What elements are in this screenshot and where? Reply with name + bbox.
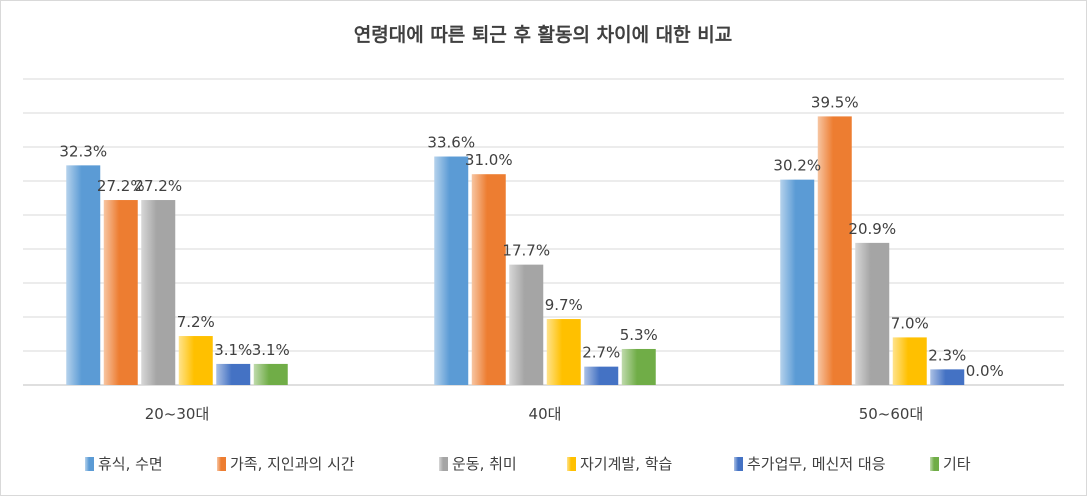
legend-swatch: [439, 457, 448, 471]
legend-label: 추가업무, 메신저 대응: [747, 455, 886, 473]
category-axis: 20~30대 40대 50~60대: [145, 405, 924, 423]
bar: [253, 363, 288, 385]
data-label: 27.2%: [97, 177, 145, 195]
data-label: 31.0%: [465, 151, 513, 169]
bar: [178, 336, 213, 385]
category-label: 40대: [529, 405, 562, 423]
category-label: 50~60대: [859, 405, 924, 423]
data-label: 32.3%: [59, 142, 107, 160]
bar: [930, 369, 965, 385]
data-label: 5.3%: [620, 326, 658, 344]
data-label: 0.0%: [966, 362, 1004, 380]
data-label: 30.2%: [773, 157, 821, 175]
data-label: 17.7%: [502, 242, 550, 260]
legend-swatch: [217, 457, 226, 471]
data-label: 7.0%: [891, 314, 929, 332]
legend-label: 운동, 취미: [452, 455, 517, 473]
data-label: 2.7%: [582, 344, 620, 362]
legend-swatch: [85, 457, 94, 471]
legend-swatch: [930, 457, 939, 471]
legend-label: 기타: [943, 455, 971, 473]
bar: [434, 156, 469, 385]
bar: [103, 200, 138, 385]
data-label: 27.2%: [134, 177, 182, 195]
bar: [66, 165, 101, 385]
data-label: 7.2%: [177, 313, 215, 331]
data-label: 20.9%: [848, 220, 896, 238]
bar: [141, 200, 176, 385]
chart-title: 연령대에 따른 퇴근 후 활동의 차이에 대한 비교: [354, 24, 732, 46]
data-label: 9.7%: [545, 296, 583, 314]
bar: [471, 174, 506, 385]
legend-label: 휴식, 수면: [98, 455, 163, 473]
bar: [892, 337, 927, 385]
legend: 휴식, 수면 가족, 지인과의 시간 운동, 취미 자기계발, 학습 추가업무, 메신저…: [85, 455, 971, 473]
legend-swatch: [567, 457, 576, 471]
data-labels: 32.3% 27.2%27.2% 7.2% 3.1% 3.1% 33.6%31.0% 17.…: [59, 93, 1003, 380]
bar: [817, 116, 852, 386]
category-label: 20~30대: [145, 405, 210, 423]
bar: [780, 179, 815, 385]
data-label: 3.1%: [214, 341, 252, 359]
data-label: 3.1%: [252, 341, 290, 359]
bars: [66, 116, 965, 386]
bar: [855, 242, 890, 385]
bar: [546, 319, 581, 385]
legend-label: 자기계발, 학습: [580, 455, 672, 473]
data-label: 2.3%: [928, 346, 966, 364]
bar: [584, 366, 619, 385]
data-label: 33.6%: [427, 134, 475, 152]
bar: [216, 363, 251, 385]
legend-label: 가족, 지인과의 시간: [230, 455, 355, 473]
data-label: 39.5%: [811, 93, 859, 111]
bar: [621, 348, 656, 385]
legend-swatch: [734, 457, 743, 471]
bar: [509, 264, 544, 385]
